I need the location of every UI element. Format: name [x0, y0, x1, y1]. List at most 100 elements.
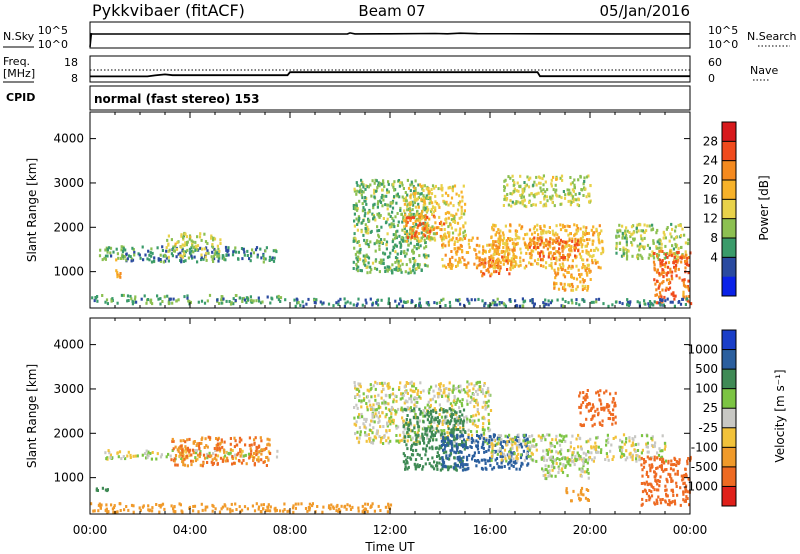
heat-cell [430, 209, 433, 213]
heat-cell [485, 467, 488, 471]
heat-cell [574, 456, 577, 460]
heat-cell [661, 288, 664, 292]
heat-cell [351, 505, 354, 509]
heat-cell [283, 502, 286, 506]
heat-cell [659, 264, 662, 268]
heat-cell [256, 446, 259, 450]
heat-cell [587, 476, 590, 480]
heat-cell [401, 416, 404, 420]
heat-cell [459, 384, 462, 388]
heat-cell [104, 248, 107, 252]
heat-cell [354, 204, 357, 207]
heat-cell [424, 406, 427, 410]
heat-cell [97, 509, 100, 513]
heat-cell [397, 268, 400, 272]
heat-cell [540, 438, 543, 442]
heat-cell [457, 416, 460, 420]
heat-cell [523, 181, 526, 184]
heat-cell [482, 248, 485, 252]
heat-cell [662, 271, 665, 275]
heat-cell [105, 503, 108, 507]
heat-cell [517, 433, 520, 437]
heat-cell [442, 461, 446, 465]
heat-cell [567, 192, 571, 196]
heat-cell [659, 449, 662, 453]
heat-cell [664, 244, 667, 248]
heat-cell [658, 282, 662, 286]
heat-cell [436, 226, 439, 230]
heat-cell [119, 502, 122, 506]
heat-cell [389, 393, 393, 397]
heat-cell [481, 251, 484, 255]
heat-cell [543, 458, 546, 462]
heat-cell [412, 384, 415, 388]
heat-cell [155, 503, 158, 506]
heat-cell [231, 509, 234, 513]
heat-cell [383, 185, 386, 189]
heat-cell [644, 460, 647, 464]
heat-cell [447, 225, 450, 229]
heat-cell [654, 282, 657, 286]
heat-cell [621, 236, 624, 240]
heat-cell [257, 296, 260, 300]
heat-cell [539, 176, 542, 180]
heat-cell [414, 259, 417, 263]
heat-cell [171, 437, 174, 441]
heat-cell [356, 189, 359, 193]
heat-cell [690, 302, 693, 306]
heat-cell [455, 212, 458, 216]
heat-cell [134, 295, 137, 299]
heat-cell [522, 195, 525, 199]
heat-cell [456, 419, 459, 423]
heat-cell [105, 457, 108, 461]
heat-cell [571, 453, 574, 457]
heat-cell [553, 458, 556, 462]
heat-cell [470, 430, 473, 433]
heat-cell [630, 444, 633, 448]
heat-cell [411, 268, 415, 272]
heat-cell [236, 443, 239, 447]
heat-cell [288, 509, 291, 513]
heat-cell [366, 227, 369, 231]
heat-cell [470, 398, 474, 402]
heat-cell [255, 449, 258, 452]
heat-cell [218, 510, 222, 514]
heat-cell [399, 242, 402, 246]
heat-cell [674, 266, 677, 270]
heat-cell [398, 439, 402, 443]
heat-cell [377, 303, 380, 307]
heat-cell [545, 458, 548, 462]
heat-cell [433, 420, 436, 424]
heat-cell [153, 259, 156, 263]
heat-cell [443, 418, 446, 422]
heat-cell [402, 198, 405, 202]
heat-cell [157, 297, 160, 301]
heat-cell [343, 304, 346, 308]
heat-cell [548, 226, 551, 229]
heat-cell [482, 431, 485, 435]
heat-cell [388, 223, 391, 227]
heat-cell [369, 240, 372, 244]
heat-cell [666, 255, 669, 259]
heat-cell [435, 446, 438, 450]
heat-cell [685, 484, 688, 488]
heat-cell [437, 395, 440, 399]
heat-cell [485, 391, 488, 395]
heat-cell [602, 302, 605, 306]
heat-cell [203, 301, 207, 305]
heat-cell [631, 441, 634, 445]
heat-cell [497, 465, 501, 469]
heat-cell [358, 199, 361, 203]
heat-cell [386, 255, 390, 259]
heat-cell [403, 249, 406, 253]
heat-cell [530, 256, 533, 260]
heat-cell [498, 231, 501, 235]
heat-cell [230, 301, 233, 305]
heat-cell [372, 407, 375, 411]
heat-cell [676, 255, 680, 259]
heat-cell [458, 229, 461, 233]
heat-cell [232, 250, 235, 254]
heat-cell [551, 438, 554, 442]
heat-cell [372, 426, 375, 430]
heat-cell [366, 225, 369, 229]
